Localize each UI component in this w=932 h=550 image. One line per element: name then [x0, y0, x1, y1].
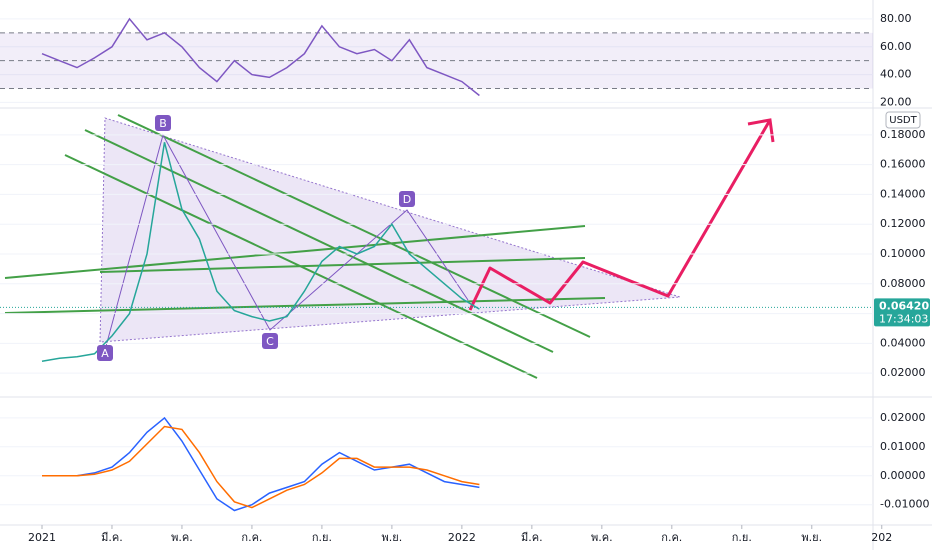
x-tick-label: ก.ค. — [661, 531, 682, 544]
series-line — [41, 17, 480, 97]
y-tick-label: 0.04000 — [880, 336, 926, 349]
y-tick-label: 20.00 — [880, 95, 912, 108]
point-marker — [155, 115, 171, 131]
point-marker — [399, 191, 415, 207]
x-tick-label: มี.ค. — [521, 531, 543, 544]
point-label: A — [101, 347, 109, 360]
y-tick-label: 0.10000 — [880, 247, 926, 260]
series-line — [42, 425, 480, 509]
x-tick-label: พ.ย. — [801, 531, 822, 544]
currency-label: USDT — [889, 115, 917, 126]
x-tick-label: ก.ค. — [241, 531, 262, 544]
currency-box — [885, 111, 921, 129]
x-tick-label: 2022 — [448, 531, 476, 544]
x-tick-label: พ.ค. — [171, 531, 193, 544]
x-tick-label: พ.ค. — [591, 531, 613, 544]
y-tick-label: 0.02000 — [880, 366, 926, 379]
y-tick-label: 80.00 — [880, 12, 912, 25]
x-tick-label: ก.ย. — [732, 531, 752, 544]
series-line — [42, 416, 480, 512]
last-price-label: 0.06420 — [879, 299, 929, 312]
y-tick-label: 0.00000 — [880, 469, 926, 482]
trendline — [4, 225, 586, 279]
point-label: D — [403, 193, 411, 206]
y-tick-label: 40.00 — [880, 68, 912, 81]
forecast-path — [468, 119, 772, 311]
y-tick-label: 0.01000 — [880, 440, 926, 453]
x-tick-label: 2021 — [28, 531, 56, 544]
y-tick-label: -0.01000 — [880, 498, 929, 511]
y-tick-label: 0.08000 — [880, 277, 926, 290]
point-marker — [262, 333, 278, 349]
trendline — [4, 297, 606, 314]
y-tick-label: 0.02000 — [880, 411, 926, 424]
y-tick-label: 0.14000 — [880, 187, 926, 200]
trendline — [84, 129, 554, 353]
y-tick-label: 0.18000 — [880, 128, 926, 141]
abcd-pattern — [104, 133, 469, 351]
series-line — [41, 142, 480, 362]
x-tick-label: พ.ย. — [382, 531, 403, 544]
x-tick-label: ก.ย. — [312, 531, 332, 544]
y-tick-label: 0.12000 — [880, 217, 926, 230]
x-tick-label: 202 — [871, 531, 892, 544]
last-price-tag — [874, 298, 930, 327]
y-tick-label: 0.16000 — [880, 158, 926, 171]
trendline — [99, 257, 586, 273]
trendlines — [4, 114, 606, 379]
point-label: C — [266, 335, 274, 348]
point-label: B — [159, 117, 167, 130]
y-tick-label: 60.00 — [880, 40, 912, 53]
countdown-label: 17:34:03 — [879, 312, 928, 325]
point-marker — [97, 345, 113, 361]
x-tick-label: มี.ค. — [101, 531, 123, 544]
